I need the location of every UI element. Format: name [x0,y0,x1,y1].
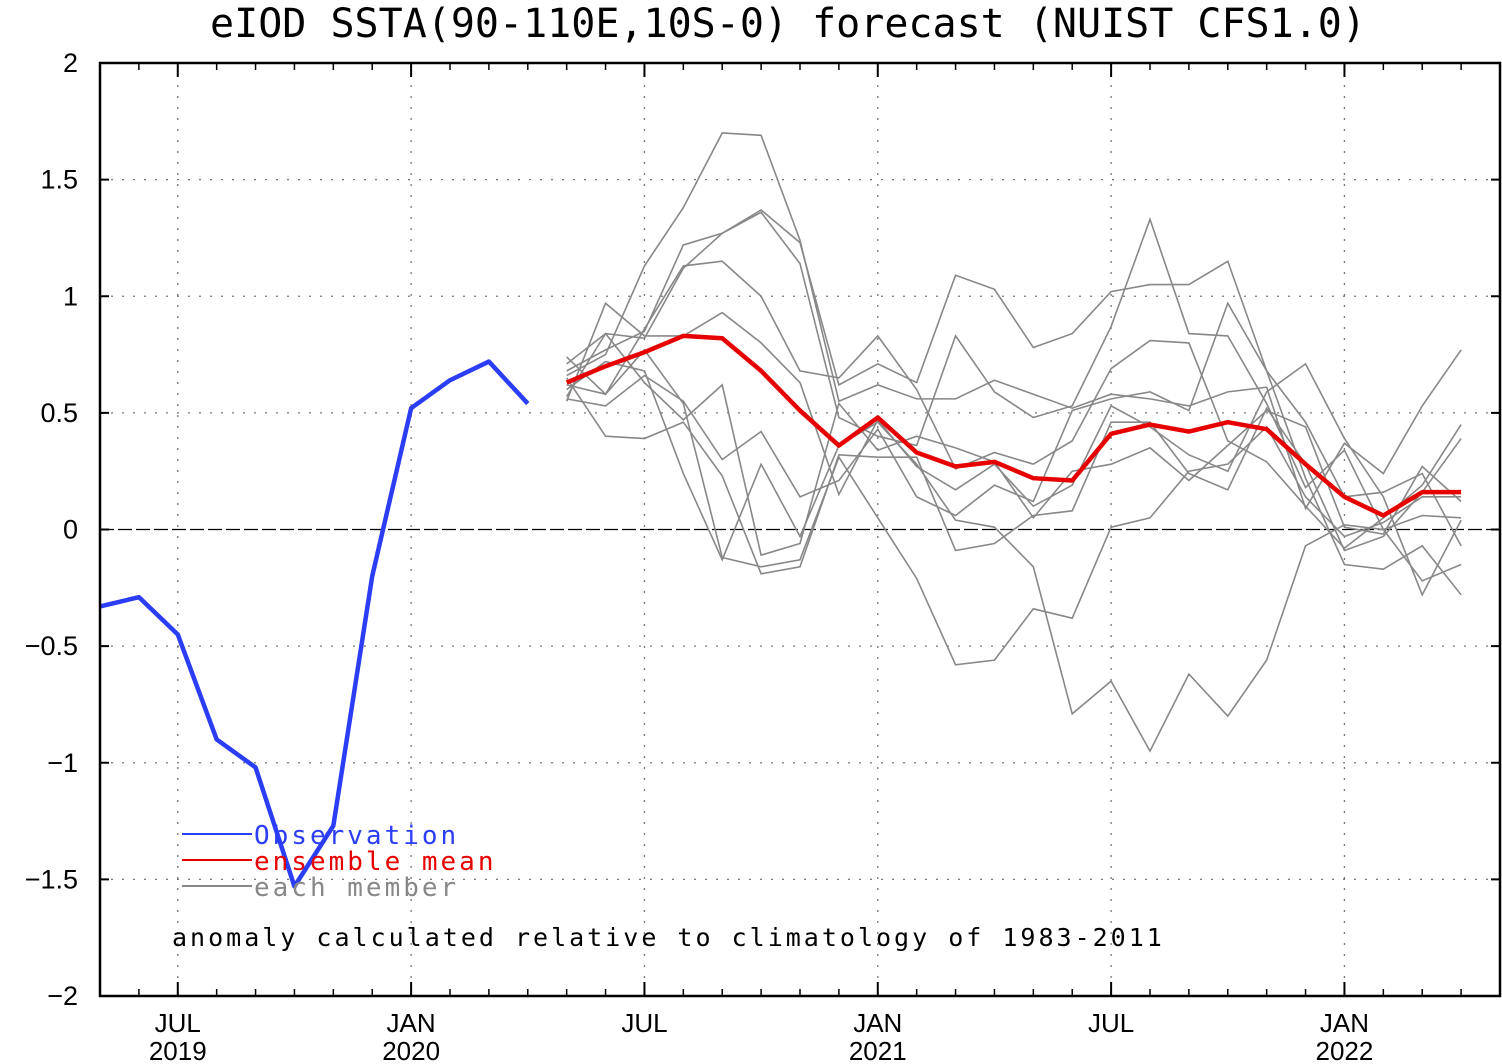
y-tick-label: −1.5 [25,864,78,894]
member-line [566,332,1462,557]
member-line [565,301,1462,597]
x-tick-month: JUL [1088,1008,1134,1038]
y-tick-label: 1.5 [40,165,78,195]
y-tick-label: −2 [47,981,78,1011]
x-tick-month: JAN [387,1008,436,1038]
x-tick-year: 2020 [382,1036,440,1064]
member-lines [565,132,1462,753]
ensemble-mean-line [565,333,1462,518]
member-line [566,360,1462,753]
y-tick-label: −0.5 [25,631,78,661]
x-tick-month: JAN [1320,1008,1369,1038]
legend-label-each-member: each member [254,873,459,903]
chart-title: eIOD SSTA(90-110E,10S-0) forecast (NUIST… [210,1,1366,47]
member-line [566,260,1462,550]
legend-label-ensemble-mean: ensemble mean [254,847,497,877]
observation-line [99,359,530,889]
x-tick-year: 2019 [149,1036,207,1064]
member-line [566,301,1462,596]
y-tick-label: −1 [47,748,78,778]
y-tick-label: 1 [63,281,78,311]
series-lines [99,333,1462,889]
x-tick-month: JAN [853,1008,902,1038]
member-line [565,211,1462,582]
member-line [566,377,1462,575]
member-line [566,348,1462,666]
member-line [566,208,1462,547]
grid [100,63,1500,996]
annotation-note: anomaly calculated relative to climatolo… [172,923,1165,952]
x-tick-year: 2022 [1316,1036,1374,1064]
x-tick-month: JUL [621,1008,667,1038]
x-tick-year: 2021 [849,1036,907,1064]
x-tick-month: JUL [155,1008,201,1038]
y-tick-label: 2 [63,48,78,78]
member-line [566,132,1462,511]
legend-label-observation: Observation [254,821,459,851]
y-tick-label: 0 [63,515,78,545]
y-tick-label: 0.5 [40,398,78,428]
y-axis: 2 1.5 1 0.5 0 −0.5 −1 −1.5 −2 [25,48,1500,1011]
